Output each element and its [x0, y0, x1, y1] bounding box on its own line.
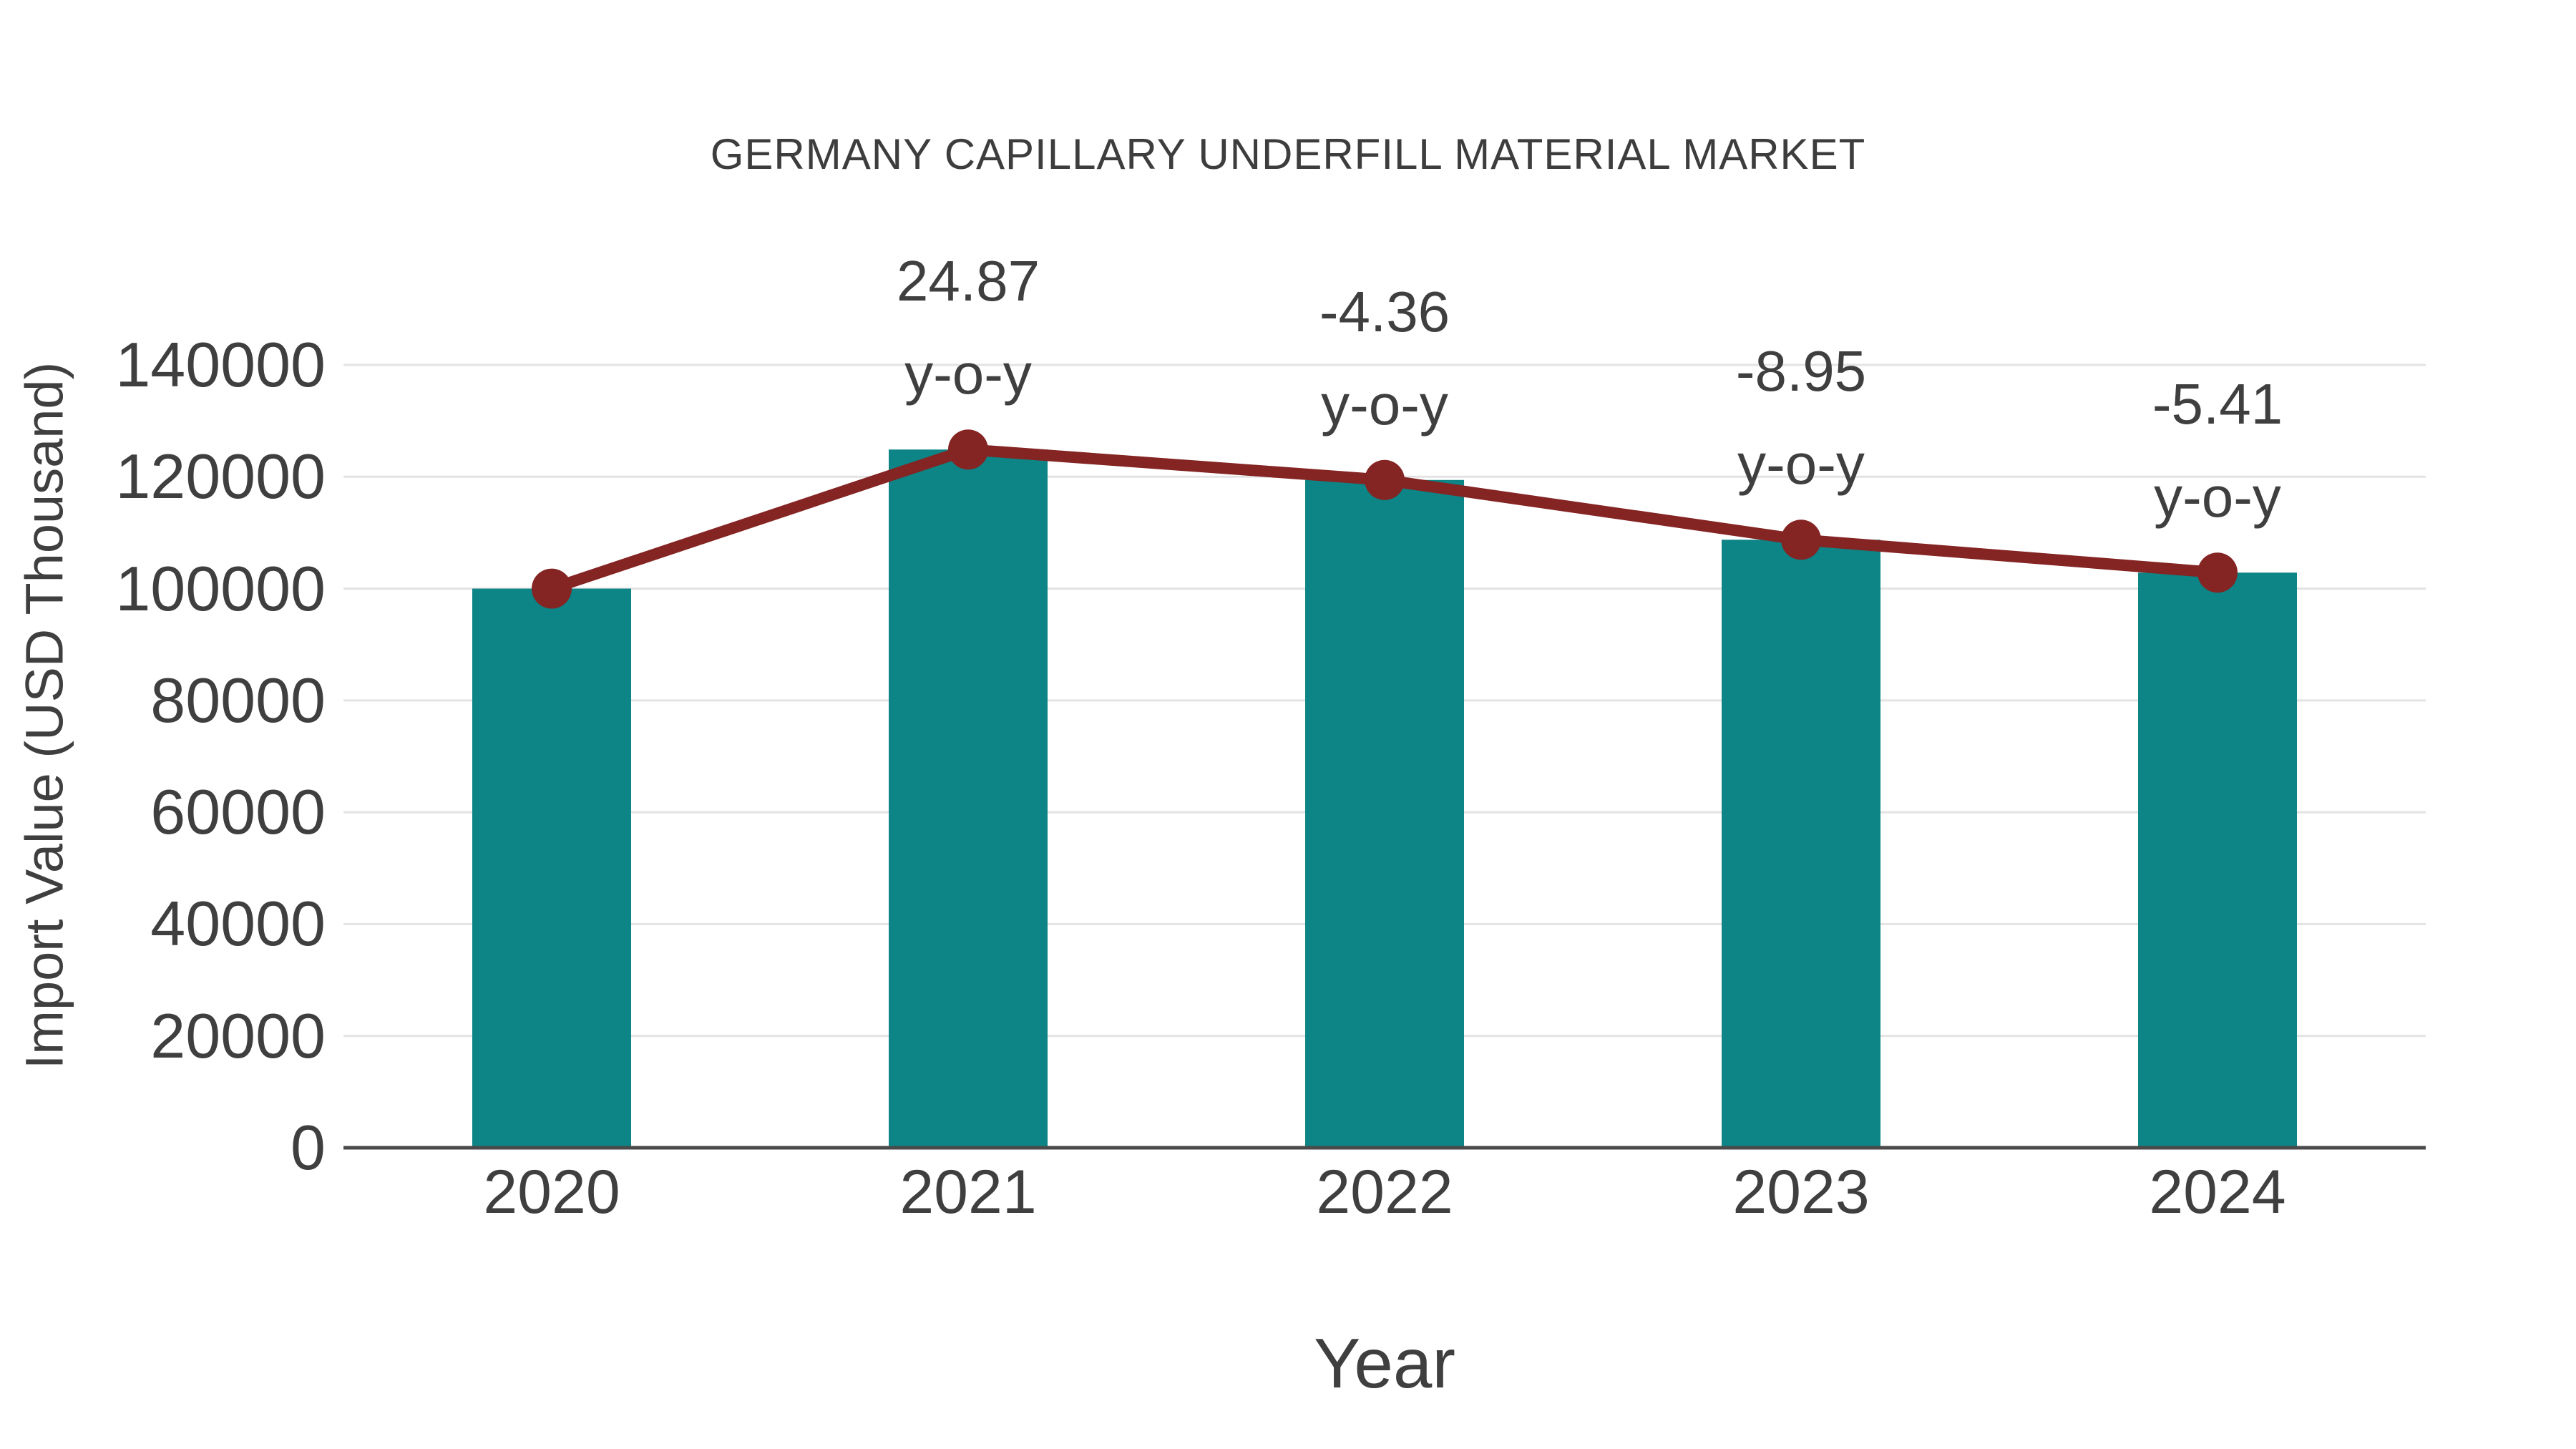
annotation-2023-value: -8.95	[1735, 339, 1867, 404]
bar-2023	[1722, 540, 1880, 1148]
trend-marker-2022	[1365, 459, 1405, 500]
y-tick-label-120000: 120000	[115, 441, 326, 512]
annotation-2024-suffix: y-o-y	[2154, 465, 2281, 530]
x-tick-label-2020: 2020	[483, 1158, 620, 1226]
bar-2020	[472, 588, 631, 1148]
annotation-2021-suffix: y-o-y	[904, 342, 1032, 406]
x-tick-label-2024: 2024	[2149, 1158, 2286, 1226]
chart-title: GERMANY CAPILLARY UNDERFILL MATERIAL MAR…	[710, 130, 1866, 178]
x-axis-title: Year	[1313, 1324, 1455, 1402]
x-tick-label-2022: 2022	[1316, 1158, 1453, 1226]
y-tick-label-100000: 100000	[115, 552, 326, 624]
y-tick-label-60000: 60000	[150, 776, 326, 848]
y-tick-label-40000: 40000	[150, 888, 326, 960]
annotation-2022: -4.36 y-o-y	[1163, 265, 1606, 452]
bar-2024	[2138, 572, 2297, 1148]
trend-marker-2020	[532, 568, 572, 609]
annotation-2022-suffix: y-o-y	[1321, 372, 1448, 436]
bar-2021	[889, 449, 1048, 1148]
annotation-2024-value: -5.41	[2152, 372, 2283, 436]
trend-marker-2023	[1781, 519, 1821, 560]
trend-marker-2024	[2197, 552, 2238, 593]
trend-marker-2021	[948, 429, 988, 470]
y-tick-label-80000: 80000	[150, 664, 326, 736]
annotation-2023: -8.95 y-o-y	[1579, 325, 2023, 511]
annotation-2021: 24.87 y-o-y	[746, 235, 1190, 421]
x-tick-label-2023: 2023	[1732, 1158, 1870, 1226]
y-tick-label-20000: 20000	[150, 1000, 326, 1071]
y-tick-label-140000: 140000	[115, 329, 326, 400]
y-tick-label-0: 0	[291, 1112, 326, 1183]
annotation-2023-suffix: y-o-y	[1737, 432, 1865, 497]
bar-2022	[1305, 479, 1464, 1148]
annotation-2022-value: -4.36	[1319, 279, 1450, 343]
x-tick-label-2021: 2021	[899, 1158, 1037, 1226]
annotation-2024: -5.41 y-o-y	[1996, 358, 2439, 544]
annotation-2021-value: 24.87	[896, 249, 1040, 313]
